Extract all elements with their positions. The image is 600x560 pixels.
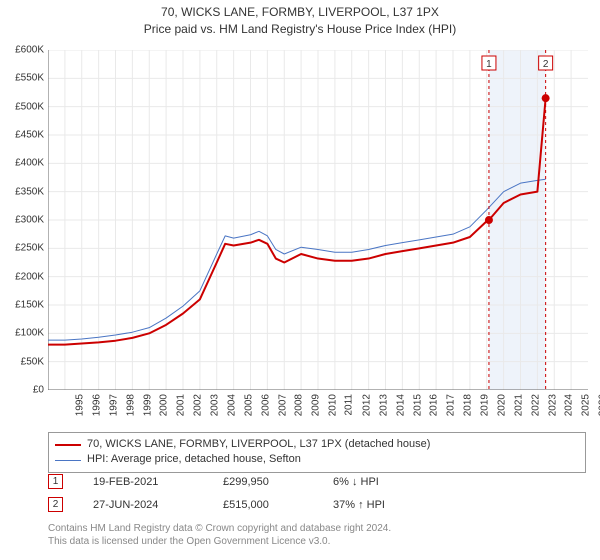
x-axis-label: 2000: [159, 394, 170, 416]
legend-row-property: 70, WICKS LANE, FORMBY, LIVERPOOL, L37 1…: [55, 437, 579, 452]
chart-title-block: 70, WICKS LANE, FORMBY, LIVERPOOL, L37 1…: [0, 0, 600, 38]
legend-box: 70, WICKS LANE, FORMBY, LIVERPOOL, L37 1…: [48, 432, 586, 473]
svg-text:1: 1: [486, 59, 492, 70]
y-axis-label: £350K: [15, 186, 44, 197]
sale-price: £515,000: [223, 499, 303, 511]
chart-title-line2: Price paid vs. HM Land Registry's House …: [0, 21, 600, 38]
y-axis-label: £150K: [15, 300, 44, 311]
price-chart: 12: [48, 50, 588, 390]
sale-row: 2 27-JUN-2024 £515,000 37% ↑ HPI: [48, 497, 586, 512]
x-axis-label: 1999: [142, 394, 153, 416]
x-axis-label: 2016: [429, 394, 440, 416]
y-axis-label: £450K: [15, 130, 44, 141]
x-axis-label: 2001: [176, 394, 187, 416]
y-axis-label: £0: [33, 385, 44, 396]
y-axis-label: £600K: [15, 45, 44, 56]
sale-date: 19-FEB-2021: [93, 476, 193, 488]
x-axis-label: 2004: [226, 394, 237, 416]
y-axis-label: £550K: [15, 73, 44, 84]
x-axis-label: 2021: [513, 394, 524, 416]
x-axis-label: 2009: [311, 394, 322, 416]
x-axis-label: 2011: [344, 394, 355, 416]
x-axis-label: 2003: [209, 394, 220, 416]
legend-label-property: 70, WICKS LANE, FORMBY, LIVERPOOL, L37 1…: [87, 437, 430, 452]
sale-date: 27-JUN-2024: [93, 499, 193, 511]
x-axis-label: 2025: [581, 394, 592, 416]
y-axis-label: £400K: [15, 158, 44, 169]
x-axis-label: 2014: [395, 394, 406, 416]
sales-block: 1 19-FEB-2021 £299,950 6% ↓ HPI 2 27-JUN-2024…: [48, 474, 586, 520]
footer-line1: Contains HM Land Registry data © Crown c…: [48, 522, 586, 535]
x-axis-label: 1997: [108, 394, 119, 416]
legend-row-hpi: HPI: Average price, detached house, Seft…: [55, 452, 579, 467]
x-axis-label: 2023: [547, 394, 558, 416]
x-axis-labels: 1995 1996 1997 1998 1999 2000 2001 2002 2003 2004…: [48, 392, 588, 428]
x-axis-label: 2018: [462, 394, 473, 416]
x-axis-label: 1998: [125, 394, 136, 416]
x-axis-label: 2020: [496, 394, 507, 416]
y-axis-labels: £0£50K£100K£150K£200K£250K£300K£350K£400…: [0, 50, 46, 390]
x-axis-label: 2022: [530, 394, 541, 416]
sale-pct: 37% ↑ HPI: [333, 499, 443, 511]
x-axis-label: 1995: [74, 394, 85, 416]
x-axis-label: 2015: [412, 394, 423, 416]
x-axis-label: 2019: [479, 394, 490, 416]
x-axis-label: 2002: [192, 394, 203, 416]
x-axis-label: 2017: [446, 394, 457, 416]
footer-block: Contains HM Land Registry data © Crown c…: [48, 522, 586, 548]
x-axis-label: 2010: [327, 394, 338, 416]
x-axis-label: 2006: [260, 394, 271, 416]
x-axis-label: 2005: [243, 394, 254, 416]
legend-line-property: [55, 444, 81, 446]
chart-title-line1: 70, WICKS LANE, FORMBY, LIVERPOOL, L37 1…: [0, 4, 600, 21]
x-axis-label: 2007: [277, 394, 288, 416]
y-axis-label: £500K: [15, 101, 44, 112]
y-axis-label: £250K: [15, 243, 44, 254]
footer-line2: This data is licensed under the Open Gov…: [48, 535, 586, 548]
sale-marker: 1: [48, 474, 63, 489]
sale-marker: 2: [48, 497, 63, 512]
x-axis-label: 2024: [564, 394, 575, 416]
svg-text:2: 2: [543, 59, 549, 70]
sale-pct: 6% ↓ HPI: [333, 476, 443, 488]
legend-line-hpi: [55, 460, 81, 461]
sale-price: £299,950: [223, 476, 303, 488]
sale-row: 1 19-FEB-2021 £299,950 6% ↓ HPI: [48, 474, 586, 489]
x-axis-label: 2008: [294, 394, 305, 416]
y-axis-label: £200K: [15, 271, 44, 282]
y-axis-label: £50K: [21, 356, 44, 367]
y-axis-label: £100K: [15, 328, 44, 339]
x-axis-label: 2013: [378, 394, 389, 416]
x-axis-label: 1996: [91, 394, 102, 416]
legend-label-hpi: HPI: Average price, detached house, Seft…: [87, 452, 301, 467]
chart-area: 12: [48, 50, 588, 390]
y-axis-label: £300K: [15, 215, 44, 226]
x-axis-label: 2012: [361, 394, 372, 416]
